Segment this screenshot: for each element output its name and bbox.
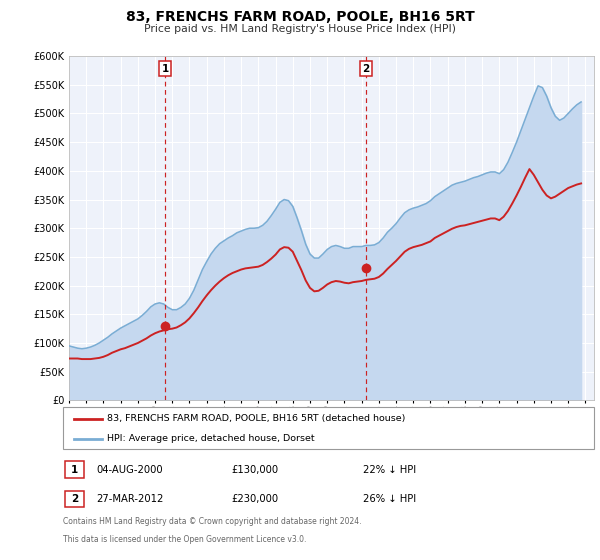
Text: 2: 2 [71,494,78,504]
Text: 83, FRENCHS FARM ROAD, POOLE, BH16 5RT: 83, FRENCHS FARM ROAD, POOLE, BH16 5RT [125,10,475,24]
Text: £130,000: £130,000 [231,465,278,475]
Text: 04-AUG-2000: 04-AUG-2000 [96,465,163,475]
Text: Price paid vs. HM Land Registry's House Price Index (HPI): Price paid vs. HM Land Registry's House … [144,24,456,34]
Text: 2: 2 [362,64,370,74]
Text: 26% ↓ HPI: 26% ↓ HPI [363,494,416,504]
Text: 83, FRENCHS FARM ROAD, POOLE, BH16 5RT (detached house): 83, FRENCHS FARM ROAD, POOLE, BH16 5RT (… [107,414,405,423]
Text: This data is licensed under the Open Government Licence v3.0.: This data is licensed under the Open Gov… [63,535,307,544]
Text: HPI: Average price, detached house, Dorset: HPI: Average price, detached house, Dors… [107,434,314,443]
Text: £230,000: £230,000 [231,494,278,504]
Text: 27-MAR-2012: 27-MAR-2012 [96,494,163,504]
Text: 1: 1 [161,64,169,74]
Text: Contains HM Land Registry data © Crown copyright and database right 2024.: Contains HM Land Registry data © Crown c… [63,517,361,526]
Text: 22% ↓ HPI: 22% ↓ HPI [363,465,416,475]
Text: 1: 1 [71,465,78,475]
